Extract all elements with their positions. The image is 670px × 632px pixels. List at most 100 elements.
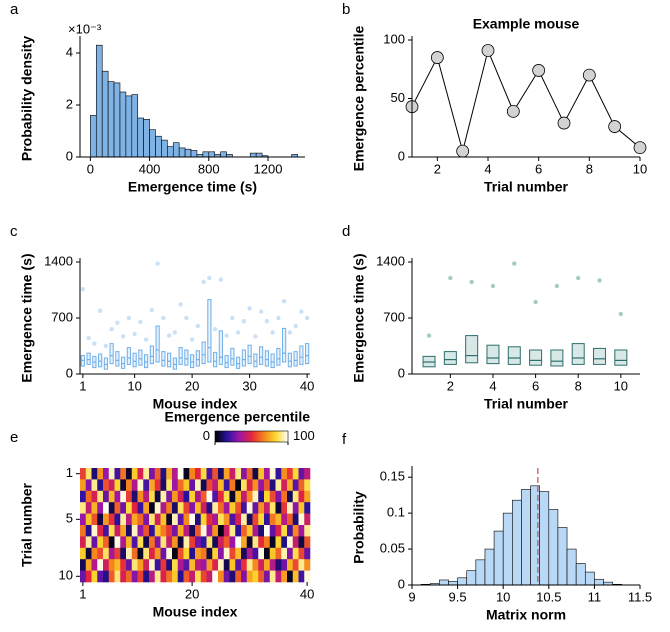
heatmap-cell [177,502,184,514]
heatmap-cell [189,547,196,560]
heatmap-cell [114,502,121,514]
bar [484,548,495,586]
heatmap-cell [172,468,179,480]
heatmap-cell [264,536,271,549]
point [456,144,470,158]
outlier-point [126,315,132,321]
heatmap-cell [177,490,184,503]
heatmap-cell [131,559,138,571]
heatmap-cell [114,536,121,549]
heatmap-cell [258,570,265,583]
panel-letter: c [10,223,18,240]
heatmap-cell [241,525,248,537]
heatmap-cell [304,468,311,480]
heatmap-cell [85,513,92,526]
heatmap-cell [172,559,179,571]
heatmap-cell [149,479,156,492]
y-tick-label: 0 [398,148,405,163]
heatmap-cell [183,559,190,571]
heatmap-cell [269,536,276,549]
panel-letter: f [342,431,347,448]
box [550,349,564,367]
box [614,349,628,366]
heatmap-cell [298,536,305,549]
x-axis-label: Mouse index [153,396,238,412]
heatmap-cell [252,479,259,492]
heatmap-cell [246,536,253,549]
heatmap-cell [258,468,265,480]
heatmap-cell [212,525,219,537]
y-tick-label: 10 [59,568,73,583]
heatmap-cell [269,490,276,503]
heatmap-cell [166,547,173,560]
heatmap-cell [258,547,265,560]
heatmap-cell [304,502,311,514]
heatmap-cell [160,490,167,503]
heatmap-cell [269,502,276,514]
outlier-point [80,287,86,292]
heatmap-cell [292,525,299,537]
heatmap-cell [235,547,242,560]
heatmap-cell [218,490,225,503]
box [109,343,114,365]
heatmap-cell [298,490,305,503]
heatmap-cell [85,547,92,560]
heatmap-cell [97,479,104,492]
heatmap-cell [200,559,207,571]
heatmap-cell [183,468,190,480]
x-tick-label: 10 [614,378,628,393]
heatmap-cell [166,559,173,571]
outlier-point [293,323,298,329]
heatmap-cell [281,502,288,514]
heatmap-cell [200,570,207,583]
heatmap-cell [304,559,311,571]
outlier-point [149,307,155,313]
heatmap-cell [154,570,161,583]
heatmap-cell [149,468,156,480]
box [115,351,120,367]
heatmap-cell [91,490,98,503]
heatmap-cell [292,536,299,549]
box [259,346,264,365]
heatmap-cell [103,547,110,560]
x-tick-label: 400 [139,161,161,176]
heatmap-cell [304,547,311,560]
heatmap-cell [149,570,156,583]
heatmap-cell [97,525,104,537]
heatmap-cell [200,547,207,560]
heatmap-cell [235,513,242,526]
box [172,357,177,370]
box [236,356,241,369]
heatmap-cell [281,468,288,480]
heatmap-cell [131,513,138,526]
outlier-point [270,330,275,335]
heatmap-cell [166,570,173,583]
heatmap-cell [172,490,179,503]
heatmap-cell [269,468,276,480]
heatmap-cell [287,570,294,583]
heatmap-cell [223,536,230,549]
box [443,351,457,365]
heatmap-cell [212,490,219,503]
x-tick-label: 4 [489,378,496,393]
heatmap-cell [172,570,179,583]
heatmap-cell [258,559,265,571]
heatmap-cell [97,570,104,583]
heatmap-cell [143,536,150,549]
bar [149,129,156,158]
heatmap-cell [212,468,219,480]
heatmap-cell [206,547,213,560]
x-tick-label: 10 [633,161,647,176]
heatmap-cell [269,570,276,583]
box [121,356,126,369]
heatmap-cell [189,559,196,571]
heatmap-cell [120,479,127,492]
outlier-point [490,283,496,289]
box [86,352,91,365]
bar [184,148,192,158]
heatmap-cell [85,479,92,492]
y-tick-label: 1400 [44,253,73,268]
bar [249,152,257,158]
box [144,354,149,369]
box [126,347,131,365]
